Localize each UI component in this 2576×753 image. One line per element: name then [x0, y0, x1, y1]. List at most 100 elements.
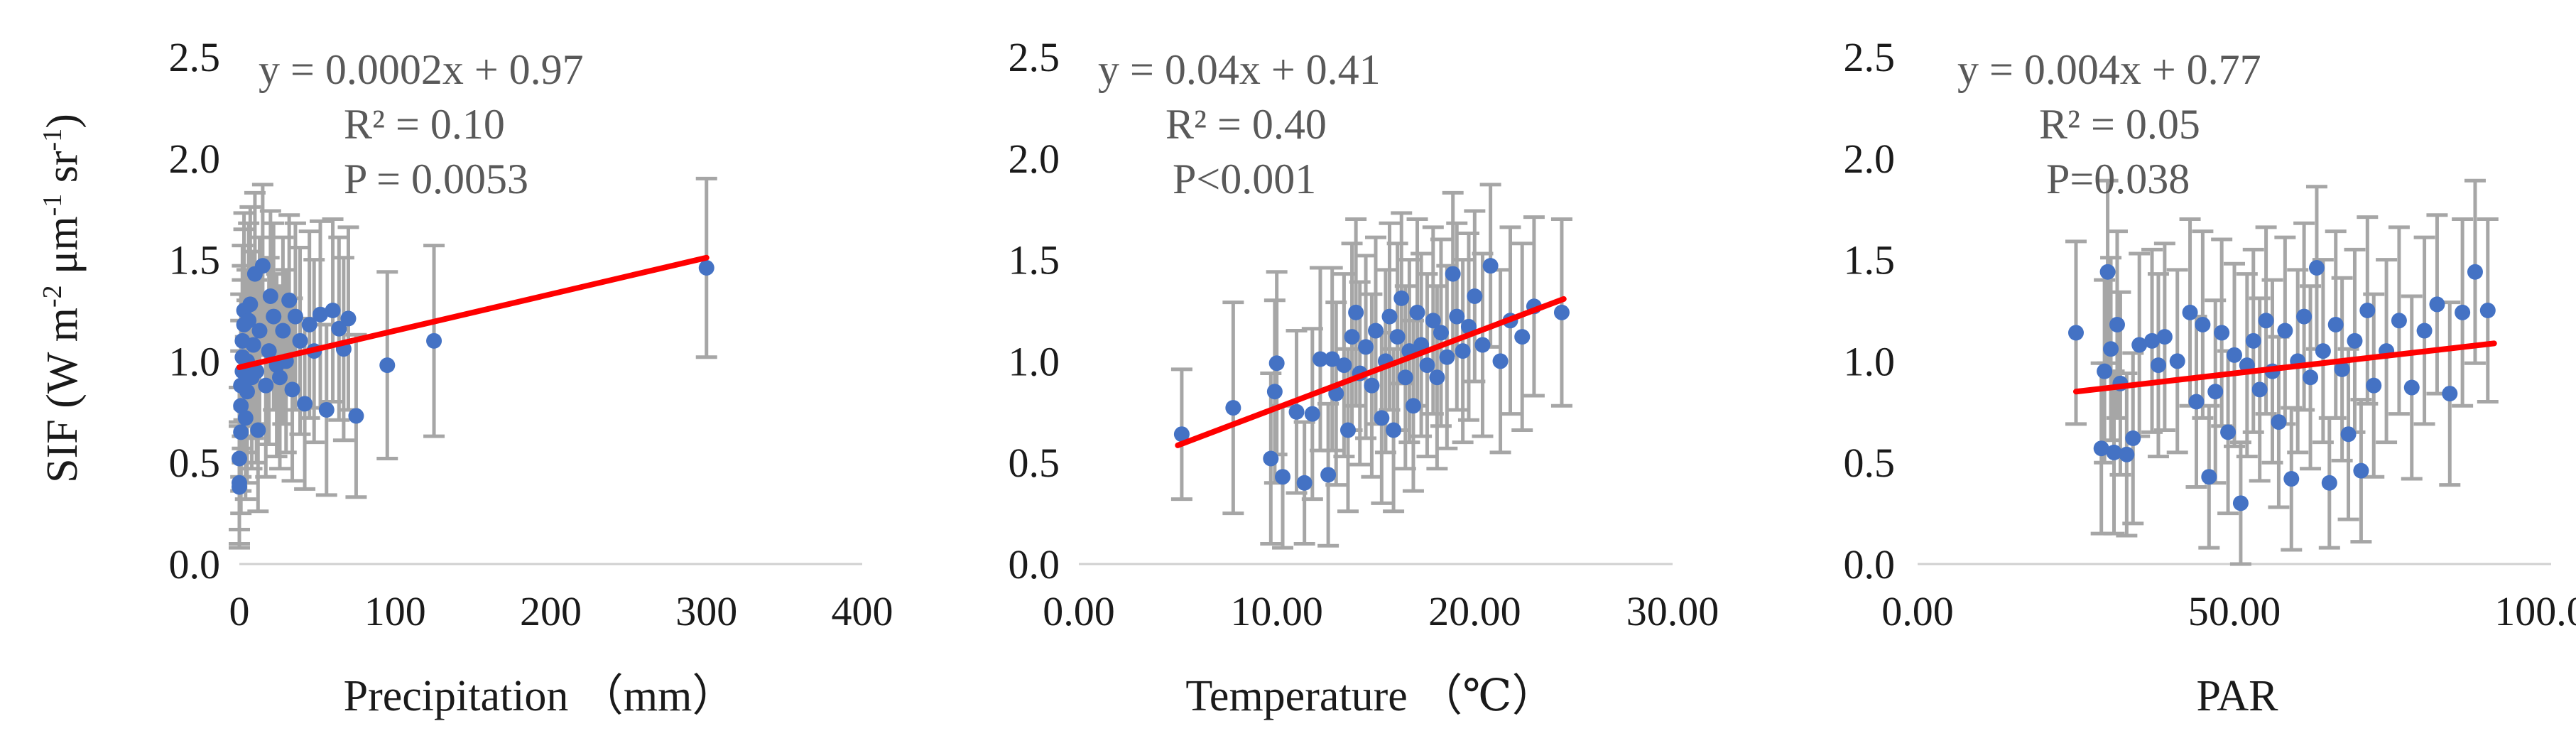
data-point: [2340, 426, 2357, 443]
x-tick-label: 300: [675, 588, 737, 634]
data-point: [331, 320, 347, 337]
data-point: [348, 408, 364, 424]
data-point: [1275, 469, 1291, 485]
data-point: [239, 384, 255, 400]
data-point: [1339, 422, 1356, 438]
regression-annotation: P=0.038: [2046, 156, 2190, 202]
data-point: [2093, 440, 2109, 457]
data-point: [2119, 446, 2135, 462]
par-scatter-panel: 0.0 0.5 1.0 1.5 2.0 2.5 0.00 50.00 100.00 PAR y = …: [1844, 34, 2576, 720]
y-tick-label: 2.0: [1009, 136, 1060, 182]
data-point: [1304, 406, 1320, 422]
data-point: [2099, 264, 2116, 280]
data-point: [2097, 363, 2113, 379]
data-point: [1492, 353, 1509, 369]
data-point: [266, 308, 282, 325]
y-tick-label: 2.5: [169, 34, 221, 80]
data-point: [233, 398, 249, 414]
data-point: [1320, 467, 1337, 483]
data-point: [2308, 260, 2325, 276]
y-tick-label: 1.5: [1844, 237, 1896, 283]
regression-annotation: P = 0.0053: [344, 156, 528, 202]
y-tick-label: 2.0: [169, 136, 221, 182]
data-point: [2321, 475, 2337, 491]
regression-annotation: y = 0.0002x + 0.97: [259, 46, 584, 93]
x-tick-label: 400: [832, 588, 893, 634]
data-point: [2109, 316, 2125, 332]
data-point: [262, 288, 278, 305]
data-point: [2201, 469, 2217, 485]
data-point: [2303, 369, 2319, 386]
x-tick-label: 10.00: [1230, 588, 1323, 634]
data-point: [1266, 384, 1283, 400]
data-point: [1173, 426, 1190, 443]
data-point: [1324, 351, 1340, 367]
data-point: [258, 377, 274, 394]
data-point: [254, 258, 271, 274]
data-point: [2182, 304, 2198, 320]
y-tick-label: 1.0: [169, 338, 221, 384]
data-point: [1336, 357, 1352, 374]
y-tick-label: 1.5: [169, 237, 221, 283]
data-point: [1429, 369, 1445, 386]
x-tick-label: 50.00: [2188, 588, 2281, 634]
data-point: [2442, 386, 2458, 402]
data-point: [2150, 357, 2166, 374]
x-tick-label: 30.00: [1626, 588, 1719, 634]
data-point: [2214, 325, 2230, 341]
data-point: [2195, 316, 2211, 332]
regression-annotation: y = 0.04x + 0.41: [1098, 46, 1381, 93]
data-point: [2429, 296, 2445, 313]
data-point: [2403, 379, 2420, 396]
data-point: [2068, 325, 2084, 341]
data-point: [2125, 430, 2141, 446]
data-point: [2220, 424, 2237, 440]
data-point: [340, 310, 357, 327]
y-tick-label: 1.0: [1009, 338, 1060, 384]
data-point: [2455, 304, 2471, 320]
data-point: [2479, 303, 2496, 318]
data-point: [1409, 304, 1425, 320]
y-tick-label: 0.5: [1844, 440, 1896, 486]
data-point: [2106, 444, 2122, 460]
trend-line: [237, 254, 710, 370]
data-point: [2327, 316, 2344, 332]
data-point: [1296, 475, 1313, 491]
trend-line: [1175, 296, 1567, 448]
data-point: [1455, 343, 1471, 359]
data-point: [250, 422, 266, 438]
data-point: [1439, 349, 1455, 365]
data-point: [318, 401, 335, 418]
data-point: [1381, 308, 1398, 325]
data-point: [1482, 258, 1499, 274]
data-point: [1344, 329, 1360, 345]
data-point: [261, 343, 277, 359]
data-point: [313, 306, 329, 323]
trend-line: [2073, 340, 2497, 395]
data-point: [1348, 304, 1364, 320]
data-point: [2227, 347, 2242, 363]
data-point: [1312, 351, 1328, 367]
y-tick-label: 2.0: [1844, 136, 1896, 182]
data-point: [2315, 343, 2331, 359]
data-point: [233, 424, 249, 440]
x-axis-title: Temperature （℃）: [1185, 672, 1555, 720]
data-point: [1433, 325, 1449, 341]
x-tick-label: 200: [520, 588, 582, 634]
data-point: [2232, 495, 2249, 511]
data-point: [245, 337, 261, 353]
data-point: [284, 381, 300, 398]
x-tick-label: 0: [229, 588, 250, 634]
data-point: [2296, 308, 2313, 325]
data-point: [1397, 369, 1413, 386]
temperature-scatter-panel: 0.0 0.5 1.0 1.5 2.0 2.5 0.00 10.00 20.00 30.00 Tem…: [1009, 34, 1719, 720]
data-point: [237, 410, 254, 426]
y-tick-label: 0.5: [169, 440, 221, 486]
regression-annotation: P<0.001: [1173, 156, 1316, 202]
x-tick-label: 100: [364, 588, 426, 634]
data-point: [251, 323, 268, 339]
data-point: [1288, 403, 1305, 420]
y-tick-label: 0.5: [1009, 440, 1060, 486]
data-point: [2283, 471, 2300, 487]
